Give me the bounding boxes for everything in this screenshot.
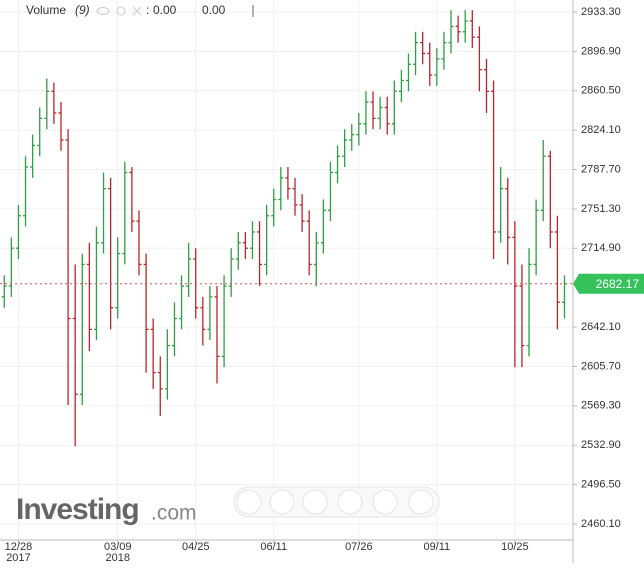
- indicator-name: Volume: [26, 3, 66, 17]
- x-tick-label: 06/11: [260, 541, 287, 553]
- x-year-label: 2018: [105, 552, 129, 563]
- x-tick-label: 09/11: [423, 541, 450, 553]
- y-tick-label: 2569.30: [581, 400, 621, 412]
- last-price-box: [573, 273, 644, 294]
- x-tick-label: 07/26: [345, 541, 373, 553]
- indicator-readout: 0.00: [202, 3, 226, 17]
- x-tick-label: 04/25: [182, 541, 210, 553]
- y-tick-label: 2896.90: [581, 45, 621, 57]
- nav-buttons[interactable]: [233, 486, 440, 518]
- y-tick-label: 2460.10: [581, 518, 621, 530]
- y-tick-label: 2532.90: [581, 439, 621, 451]
- zoom-reset[interactable]: [302, 489, 328, 515]
- separator: :: [146, 3, 149, 17]
- y-tick-label: 2824.10: [581, 124, 621, 136]
- y-tick-label: 2787.70: [581, 163, 621, 175]
- watermark-brand: Investing: [16, 493, 139, 526]
- ohlc-bars: [1, 10, 567, 447]
- y-tick-label: 2642.10: [581, 321, 621, 333]
- x-tick-label: 03/09: [104, 541, 132, 553]
- last-price: 2682.17: [0, 273, 644, 294]
- x-tick-label: 12/28: [5, 541, 33, 553]
- nav-left[interactable]: [236, 489, 262, 515]
- y-tick-label: 2605.70: [581, 360, 621, 372]
- y-tick-label: 2714.90: [581, 242, 621, 254]
- x-year-label: 2017: [6, 552, 30, 563]
- x-tick-label: 10/25: [501, 541, 529, 553]
- indicator-period: (9): [75, 3, 90, 17]
- y-tick-label: 2496.50: [581, 479, 621, 491]
- nav-home[interactable]: [372, 489, 398, 515]
- watermark-suffix: .com: [151, 502, 197, 525]
- zoom-out[interactable]: [269, 489, 295, 515]
- indicator-readout: 0.00: [153, 3, 177, 17]
- y-tick-label: 2860.50: [581, 85, 621, 97]
- zoom-in[interactable]: [337, 489, 363, 515]
- last-price-label: 2682.17: [596, 277, 640, 291]
- indicator-icons: [96, 6, 142, 16]
- y-tick-label: 2751.30: [581, 203, 621, 215]
- nav-right[interactable]: [408, 489, 434, 515]
- y-tick-label: 2933.30: [581, 6, 621, 18]
